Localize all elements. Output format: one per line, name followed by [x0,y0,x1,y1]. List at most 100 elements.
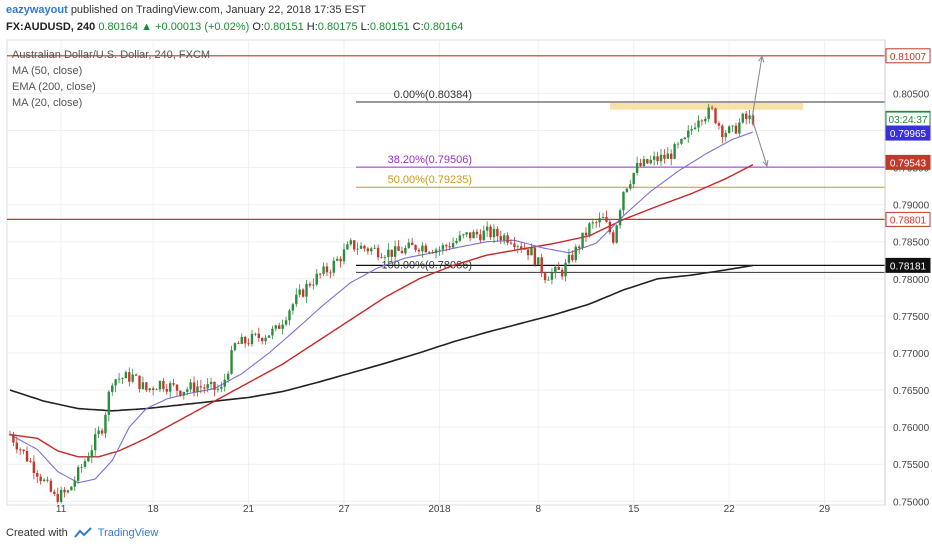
candle-body [751,115,755,124]
target-up-arrow [751,56,763,119]
x-tick-label: 18 [148,504,160,515]
candle-body [564,262,567,277]
candle-body [652,156,656,160]
candle-body [642,159,646,167]
candle-body [22,449,25,451]
candle-body [693,127,697,130]
candle-body [308,283,312,286]
candle-body [455,240,458,243]
candle-body [520,246,523,249]
candle-body [186,389,189,392]
candle-body [441,245,445,250]
x-tick-label: 27 [338,504,350,515]
candle-body [373,247,376,249]
candle-body [721,125,724,138]
legend-ema200[interactable]: EMA (200, close) [12,81,96,93]
x-tick-label: 11 [56,504,67,515]
candle-body [63,489,66,493]
candle-body [107,391,111,415]
candle-body [407,242,410,248]
candle-body [220,386,223,389]
candle-body [615,225,618,243]
candle-body [25,450,29,462]
candle-body [83,461,87,467]
candle-body [196,386,199,393]
author-name[interactable]: eazywayout [6,4,68,16]
legend-ma20[interactable]: MA (20, close) [12,97,83,109]
candle-body [421,245,424,252]
candle-body [502,235,506,241]
candle-body [704,118,707,122]
legend-ma50[interactable]: MA (50, close) [12,65,83,77]
candle-body [305,283,308,297]
candle-body [509,242,513,244]
candle-body [278,325,281,329]
candle-body [400,250,404,254]
candle-body [145,382,148,391]
ma50-badge: 0.79543 [890,158,927,169]
y-tick-label: 0.77500 [893,312,930,323]
change-value: +0.00013 (+0.02%) [155,21,250,33]
candle-body [591,222,595,224]
candle-body [577,246,581,249]
candle-body [380,257,383,259]
candle-body [451,242,455,248]
candle-body [465,232,468,235]
tradingview-brand-link[interactable]: TradingView [97,527,159,539]
candle-body [383,257,387,258]
candle-body [588,223,591,236]
candle-body [325,266,329,273]
candle-body [499,236,502,241]
candle-body [680,138,683,144]
candle-body [134,374,138,376]
candle-body [687,130,690,138]
candle-body [738,122,741,134]
candle-body [659,154,663,162]
target-up-arrow-head [758,55,765,63]
candle-body [318,273,322,275]
candle-body [295,294,298,305]
candle-body [315,273,318,285]
candle-body [479,234,482,241]
candle-body [165,389,168,392]
candle-body [410,242,414,246]
candle-body [734,125,738,134]
y-tick-label: 0.76000 [893,423,930,434]
ema200-line [9,264,754,412]
created-with-label: Created with [6,527,68,539]
candle-body [288,310,291,321]
candle-body [281,324,284,329]
chart-legend: Australian Dollar/U.S. Dollar, 240, FXCM… [12,47,210,111]
candle-body [216,388,220,390]
candle-body [666,153,669,159]
legend-title: Australian Dollar/U.S. Dollar, 240, FXCM [12,49,211,61]
candle-body [618,210,622,226]
candle-body [250,333,254,345]
candle-body [717,123,721,126]
x-tick-label: 29 [819,504,831,515]
candle-body [516,246,520,248]
candle-body [595,222,598,224]
candle-body [496,228,499,237]
y-tick-label: 0.75000 [893,497,930,508]
candle-body [506,235,509,243]
candle-body [359,245,363,249]
candle-body [485,226,489,231]
candle-body [462,234,465,236]
candle-body [213,381,216,390]
candle-body [581,232,584,249]
candle-body [690,129,693,131]
candle-body [635,163,639,173]
candle-body [448,246,451,248]
candle-body [49,480,53,492]
candle-body [257,333,261,339]
candle-body [727,126,731,133]
low-label: L: [360,21,370,33]
level-badge: 0.78801 [890,215,927,226]
level-badge: 0.81007 [890,52,927,63]
x-tick-label: 22 [724,504,736,515]
candle-body [80,466,83,468]
up-arrow-icon: ▲ [141,21,153,33]
candle-body [513,243,516,248]
